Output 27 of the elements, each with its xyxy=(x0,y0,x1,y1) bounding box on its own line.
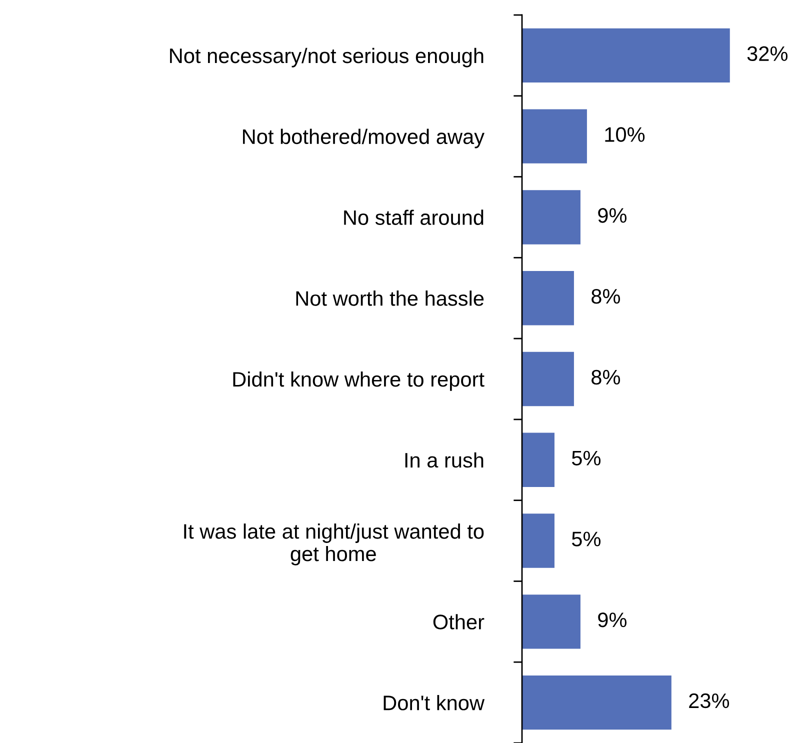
y-tick-label: No staff around xyxy=(344,210,484,225)
data-label: 23% xyxy=(689,693,730,708)
bar xyxy=(522,432,554,487)
y-tick-label: Not bothered/moved away xyxy=(243,128,484,148)
data-label: 5% xyxy=(572,450,601,466)
y-tick-label: Other xyxy=(433,614,484,630)
bar xyxy=(522,28,730,83)
bar xyxy=(522,352,574,406)
bar xyxy=(522,190,580,244)
y-tick-label: Didn't know where to report xyxy=(233,371,484,391)
data-label: 8% xyxy=(592,370,620,385)
data-label: 5% xyxy=(572,532,601,546)
data-label: 9% xyxy=(598,208,627,223)
data-label: 8% xyxy=(592,288,620,304)
bar xyxy=(522,109,587,164)
data-label: 9% xyxy=(598,612,627,628)
y-tick-label: Don't know xyxy=(384,695,485,710)
y-tick-label: Not necessary/not serious enough xyxy=(170,48,484,68)
bar xyxy=(522,271,574,326)
y-tick-label: It was late at night/just wanted to get home xyxy=(184,524,484,566)
y-tick-label: Not worth the hassle xyxy=(296,290,484,306)
y-tick-label: In a rush xyxy=(405,452,484,468)
data-label: 32% xyxy=(747,46,788,62)
bar xyxy=(522,594,580,649)
bar xyxy=(522,675,672,730)
bar xyxy=(522,514,554,568)
data-label: 10% xyxy=(605,127,645,142)
